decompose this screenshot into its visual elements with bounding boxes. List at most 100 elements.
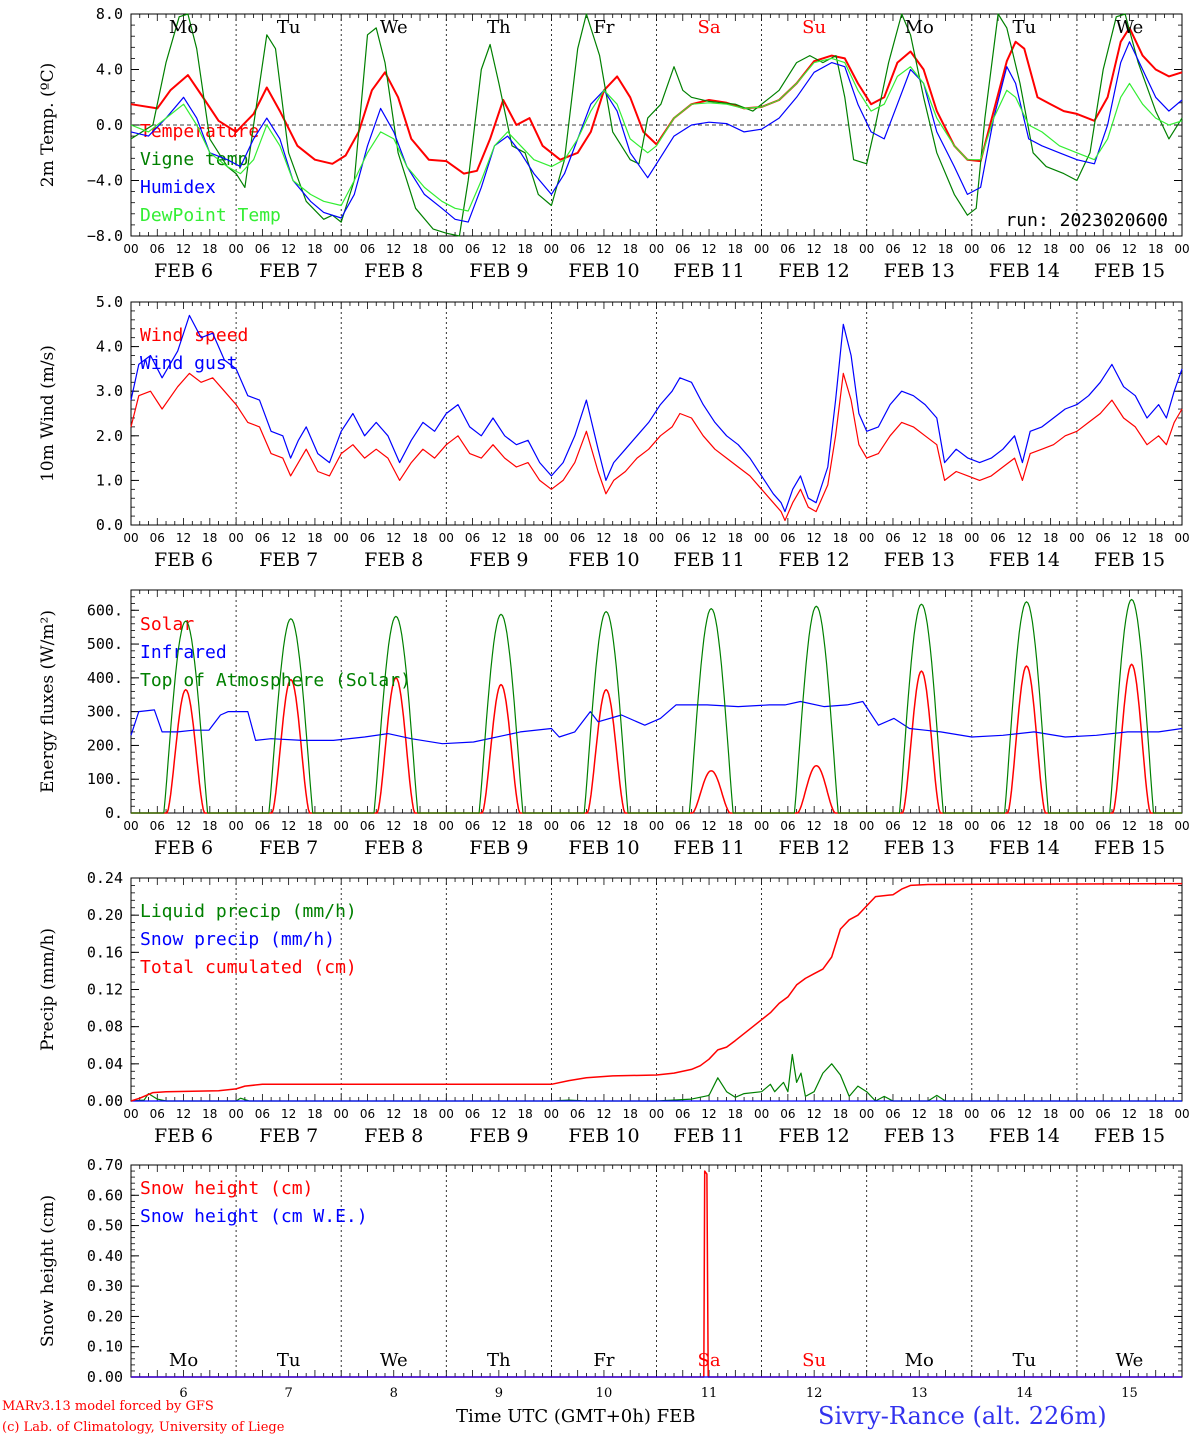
credit-line-1: MARv3.13 model forced by GFS xyxy=(2,1399,214,1414)
y-tick-label: 5.0 xyxy=(96,293,123,311)
hour-tick-label: 00 xyxy=(754,1107,769,1121)
hour-tick-label: 06 xyxy=(465,1107,480,1121)
y-tick-label: 0.24 xyxy=(87,869,123,887)
hour-tick-label: 06 xyxy=(255,1107,270,1121)
panel-1: 8.04.00.0−4.0−8.02m Temp. (ºC) Temperatur… xyxy=(38,5,1190,282)
hour-tick-label: 12 xyxy=(912,819,927,833)
day-number: 15 xyxy=(1121,1386,1138,1401)
hour-tick-label: 18 xyxy=(938,531,953,545)
day-number: 14 xyxy=(1016,1386,1033,1401)
hour-tick-label: 18 xyxy=(412,1107,427,1121)
hour-tick-label: 18 xyxy=(833,819,848,833)
day-name: Su xyxy=(802,17,826,38)
hour-tick-label: 12 xyxy=(701,242,716,256)
day-name: Fr xyxy=(593,17,614,38)
day-number: 6 xyxy=(179,1386,187,1401)
hour-tick-label: 06 xyxy=(990,1107,1005,1121)
hour-tick-label: 06 xyxy=(990,819,1005,833)
day-number: 8 xyxy=(390,1386,398,1401)
hour-tick-label: 12 xyxy=(176,819,191,833)
date-label: FEB 10 xyxy=(568,1125,639,1147)
hour-tick-label: 18 xyxy=(517,819,532,833)
date-label: FEB 10 xyxy=(568,260,639,282)
hour-tick-label: 18 xyxy=(202,819,217,833)
hour-tick-label: 18 xyxy=(728,531,743,545)
hour-tick-label: 12 xyxy=(596,1107,611,1121)
date-label: FEB 13 xyxy=(884,549,955,571)
hour-tick-label: 12 xyxy=(701,531,716,545)
hour-tick-label: 12 xyxy=(1017,1107,1032,1121)
hour-tick-label: 18 xyxy=(307,531,322,545)
date-label: FEB 10 xyxy=(568,837,639,859)
y-tick-label: 300. xyxy=(87,703,123,721)
hour-tick-label: 00 xyxy=(123,819,138,833)
hour-tick-label: 06 xyxy=(990,242,1005,256)
date-label: FEB 15 xyxy=(1094,837,1165,859)
hour-tick-label: 12 xyxy=(912,1107,927,1121)
y-tick-label: −4.0 xyxy=(87,172,123,190)
date-label: FEB 13 xyxy=(884,260,955,282)
day-name: Mo xyxy=(169,17,198,38)
hour-tick-label: 18 xyxy=(938,1107,953,1121)
hour-tick-label: 00 xyxy=(228,1107,243,1121)
hour-tick-label: 18 xyxy=(1043,819,1058,833)
x-axis-title: Time UTC (GMT+0h) FEB xyxy=(456,1406,696,1427)
hour-tick-label: 12 xyxy=(281,531,296,545)
hour-tick-label: 06 xyxy=(255,531,270,545)
hour-tick-label: 18 xyxy=(623,531,638,545)
hour-tick-label: 06 xyxy=(675,242,690,256)
hour-tick-label: 00 xyxy=(964,531,979,545)
station-name: Sivry-Rance (alt. 226m) xyxy=(818,1402,1107,1430)
hour-tick-label: 06 xyxy=(885,819,900,833)
day-name: We xyxy=(1116,17,1144,38)
hour-tick-label: 12 xyxy=(386,242,401,256)
y-tick-label: 1.0 xyxy=(96,471,123,489)
hour-tick-label: 06 xyxy=(570,819,585,833)
hour-tick-label: 18 xyxy=(1148,819,1163,833)
hour-tick-label: 18 xyxy=(1043,1107,1058,1121)
legend-entry: Vigne temp xyxy=(140,149,248,170)
y-tick-label: −8.0 xyxy=(87,227,123,245)
date-label: FEB 14 xyxy=(989,260,1060,282)
hour-tick-label: 12 xyxy=(176,242,191,256)
date-label: FEB 7 xyxy=(259,1125,318,1147)
date-label: FEB 6 xyxy=(154,549,213,571)
panel-4: 0.24 0.20 0.16 0.12 0.08 0.04 0.00 Precip (mm/h… xyxy=(38,869,1190,1147)
day-name: Mo xyxy=(905,1350,934,1371)
hour-tick-label: 18 xyxy=(517,1107,532,1121)
date-label: FEB 13 xyxy=(884,837,955,859)
hour-tick-label: 18 xyxy=(202,1107,217,1121)
y-tick-label: 0.12 xyxy=(87,981,123,999)
hour-tick-label: 06 xyxy=(150,531,165,545)
day-name: Tu xyxy=(277,17,301,38)
hour-tick-label: 06 xyxy=(570,531,585,545)
hour-tick-label: 06 xyxy=(780,242,795,256)
date-label: FEB 13 xyxy=(884,1125,955,1147)
day-name: Sa xyxy=(698,17,721,38)
legend-entry: DewPoint Temp xyxy=(140,205,281,226)
legend-entry: Snow height (cm) xyxy=(140,1178,313,1199)
hour-tick-label: 00 xyxy=(123,1107,138,1121)
hour-tick-label: 06 xyxy=(150,1107,165,1121)
y-tick-label: 400. xyxy=(87,669,123,687)
legend-entry: Top of Atmosphere (Solar) xyxy=(140,670,411,691)
y-tick-label: 0.40 xyxy=(87,1247,123,1265)
y-tick-label: 0.08 xyxy=(87,1018,123,1036)
hour-tick-label: 18 xyxy=(623,819,638,833)
day-number: 9 xyxy=(495,1386,503,1401)
hour-tick-label: 06 xyxy=(885,1107,900,1121)
hour-tick-label: 12 xyxy=(912,242,927,256)
legend-entry: Snow precip (mm/h) xyxy=(140,929,335,950)
day-name: Tu xyxy=(1013,17,1037,38)
hour-tick-label: 12 xyxy=(807,819,822,833)
hour-tick-label: 12 xyxy=(491,531,506,545)
y-tick-label: 0. xyxy=(105,804,123,822)
legend-entry: Infrared xyxy=(140,642,227,663)
hour-tick-label: 00 xyxy=(544,1107,559,1121)
hour-tick-label: 00 xyxy=(859,531,874,545)
hour-tick-label: 00 xyxy=(1174,242,1189,256)
legend-entry: Total cumulated (cm) xyxy=(140,957,357,978)
hour-tick-label: 18 xyxy=(517,531,532,545)
hour-tick-label: 00 xyxy=(1174,1107,1189,1121)
